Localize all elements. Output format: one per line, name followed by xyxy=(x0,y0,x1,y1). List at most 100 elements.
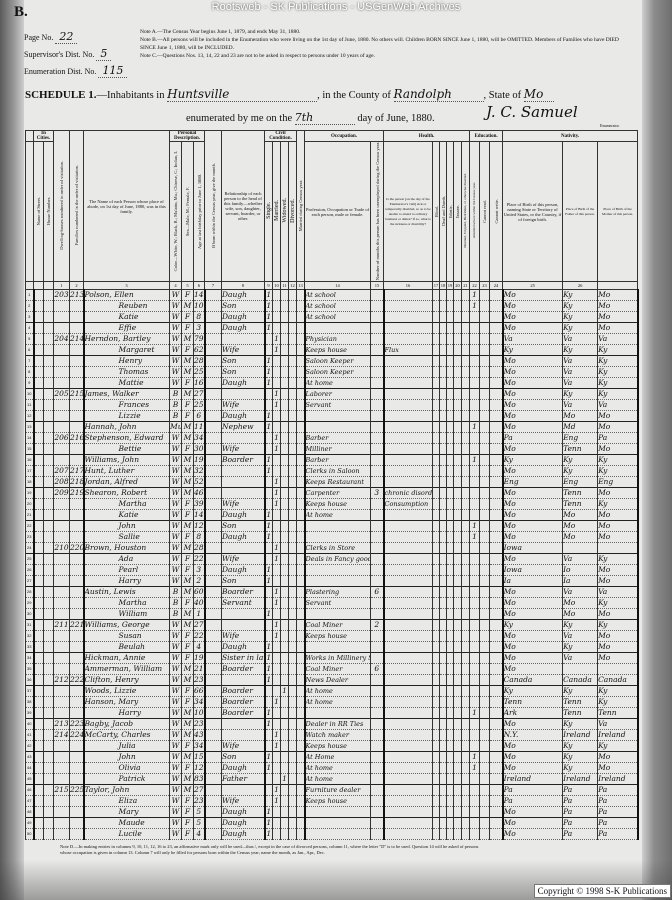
street-cell xyxy=(33,432,44,445)
widowed-cell xyxy=(280,575,290,588)
insane-cell xyxy=(453,729,463,742)
person-name: Hanson, Mary xyxy=(83,696,171,709)
family-number: 214 xyxy=(69,333,85,346)
school-cell xyxy=(469,630,481,643)
occupation-cell: At school xyxy=(304,300,372,313)
father-birthplace-cell: Ky xyxy=(562,388,599,401)
school-cell xyxy=(469,377,481,390)
widowed-cell xyxy=(280,476,290,489)
insane-cell xyxy=(453,773,463,786)
married-cell: 1 xyxy=(272,542,282,555)
married-cell: 1 xyxy=(272,487,282,500)
widowed-cell xyxy=(280,696,290,709)
married-cell: 1 xyxy=(272,784,282,797)
sex-cell: M xyxy=(181,388,195,401)
write-cell xyxy=(489,498,504,511)
maimed-cell xyxy=(461,828,471,841)
supervisor-label: Supervisor's Dist. No. xyxy=(24,50,95,59)
street-cell xyxy=(33,751,44,764)
color-cell: W xyxy=(169,344,183,357)
line-number: 48 xyxy=(25,806,35,819)
idiotic-cell xyxy=(446,520,455,533)
read-cell xyxy=(479,663,491,676)
write-cell xyxy=(489,795,504,808)
unemployed-cell xyxy=(370,652,385,665)
blind-cell xyxy=(432,641,441,654)
sex-cell: M xyxy=(181,773,195,786)
married-cell xyxy=(272,663,282,676)
idiotic-cell xyxy=(446,454,455,467)
unemployed-cell xyxy=(370,531,385,544)
age-cell: 60 xyxy=(193,586,206,599)
unemployed-cell xyxy=(370,476,385,489)
school-cell: 1 xyxy=(469,300,481,313)
divorced-cell xyxy=(288,421,298,434)
married-year-cell xyxy=(296,641,306,654)
census-notes: Note A.—The Census Year begins June 1, 1… xyxy=(140,28,620,60)
unemployed-cell xyxy=(370,674,385,687)
single-cell xyxy=(264,795,274,808)
relation-cell: Daugh xyxy=(221,377,266,390)
write-cell xyxy=(489,421,504,434)
age-cell: 21 xyxy=(193,663,206,676)
person-name: Brown, Houston xyxy=(83,542,171,555)
table-row: 11 Frances B F 25 Wife 1 Servant Mo Va Va xyxy=(25,399,639,412)
dwelling-number xyxy=(53,311,71,324)
column-number: 13 xyxy=(296,281,306,291)
dwelling-number xyxy=(53,828,71,841)
table-row: 22 John W M 12 Son 1 1 Mo Mo Mo xyxy=(25,520,639,533)
father-birthplace-cell: Ky xyxy=(562,751,599,764)
blind-cell xyxy=(432,795,441,808)
maimed-cell xyxy=(461,487,471,500)
insane-cell xyxy=(453,399,463,412)
family-number xyxy=(69,454,85,467)
family-number xyxy=(69,531,85,544)
house-cell xyxy=(42,564,55,577)
maimed-cell xyxy=(461,586,471,599)
married-year-cell xyxy=(296,685,306,698)
blind-cell xyxy=(432,454,441,467)
family-number xyxy=(69,421,85,434)
house-cell xyxy=(42,311,55,324)
married-year-cell xyxy=(296,542,306,555)
deaf-cell xyxy=(439,795,448,808)
read-cell xyxy=(479,608,491,621)
unemployed-cell xyxy=(370,718,385,731)
blind-cell xyxy=(432,619,441,632)
street-cell xyxy=(33,586,44,599)
insane-cell xyxy=(453,498,463,511)
maimed-cell xyxy=(461,575,471,588)
age-cell: 3 xyxy=(193,564,206,577)
maimed-cell xyxy=(461,784,471,797)
single-cell: 1 xyxy=(264,377,274,390)
divorced-cell xyxy=(288,773,298,786)
column-number: 24 xyxy=(489,281,504,291)
sickness-cell xyxy=(383,388,434,401)
table-row: 20 Martha W F 39 Wife 1 Keeps house Consumption M… xyxy=(25,498,639,511)
married-cell xyxy=(272,707,282,720)
person-name: Hannah, John xyxy=(83,421,171,434)
married-cell: 1 xyxy=(272,476,282,489)
write-cell xyxy=(489,762,504,775)
maimed-cell xyxy=(461,608,471,621)
house-cell xyxy=(42,630,55,643)
sex-cell: F xyxy=(181,817,195,830)
blind-cell xyxy=(432,828,441,841)
read-cell xyxy=(479,685,491,698)
relation-cell: Daugh xyxy=(221,311,266,324)
divorced-cell xyxy=(288,410,298,423)
line-number: 40 xyxy=(25,718,35,731)
blind-cell xyxy=(432,685,441,698)
mother-birthplace-cell: Pa xyxy=(597,432,639,445)
line-number: 7 xyxy=(25,355,35,368)
street-cell xyxy=(33,289,44,302)
read-cell xyxy=(479,718,491,731)
line-number: 23 xyxy=(25,531,35,544)
table-row: 40 213 223 Bagby, Jacob W M 23 1 Dealer in RR Ti… xyxy=(25,718,639,731)
family-number xyxy=(69,322,85,335)
relation-cell xyxy=(221,619,266,632)
age-cell: 14 xyxy=(193,509,206,522)
write-cell xyxy=(489,663,504,676)
table-row: 8 Thomas W M 25 Son 1 Saloon Keeper Mo Va Ky xyxy=(25,366,639,379)
month-cell xyxy=(204,454,223,467)
